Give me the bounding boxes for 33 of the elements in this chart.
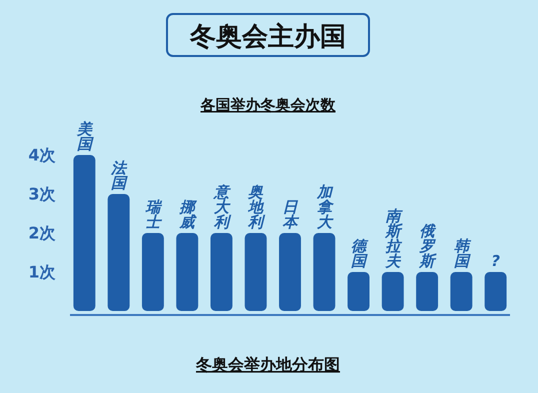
x-tick-label: 韩国 xyxy=(454,237,472,270)
x-tick-label: 日本 xyxy=(282,198,300,231)
bar xyxy=(484,272,507,311)
bar xyxy=(382,272,404,311)
y-tick-label: 3次 xyxy=(28,184,57,204)
text: 冬奥会举办地分布图 xyxy=(195,355,340,374)
x-tick-label: ? xyxy=(491,252,500,270)
x-tick-label: 意大利 xyxy=(212,183,232,231)
bar xyxy=(210,233,232,311)
bar xyxy=(450,272,472,311)
bar xyxy=(142,233,164,311)
x-tick-label: 加拿大 xyxy=(316,183,335,231)
x-tick-label: 瑞士 xyxy=(144,198,162,231)
y-tick-label: 4次 xyxy=(28,146,57,165)
bar xyxy=(313,233,336,311)
y-tick-label: 2次 xyxy=(28,224,57,243)
x-tick-label: 美国 xyxy=(76,120,94,153)
x-tick-label: 法国 xyxy=(110,159,128,192)
bar xyxy=(279,233,301,311)
bar xyxy=(348,272,370,311)
chart-subtitle: 各国举办冬奥会次数 xyxy=(200,96,336,114)
x-tick-label: 奥地利 xyxy=(247,183,266,231)
x-tick-label: 德国 xyxy=(351,237,370,270)
chart-title: 冬奥会主办国 xyxy=(189,22,346,52)
bar xyxy=(176,233,198,311)
bar xyxy=(244,233,267,311)
bar xyxy=(73,155,96,311)
x-tick-label: 挪威 xyxy=(178,198,198,231)
x-tick-label: 俄罗斯 xyxy=(418,222,437,270)
y-tick-label: 1次 xyxy=(28,262,57,282)
bar xyxy=(108,194,130,311)
bar xyxy=(416,272,438,311)
x-tick-label: 南斯拉夫 xyxy=(384,207,404,270)
